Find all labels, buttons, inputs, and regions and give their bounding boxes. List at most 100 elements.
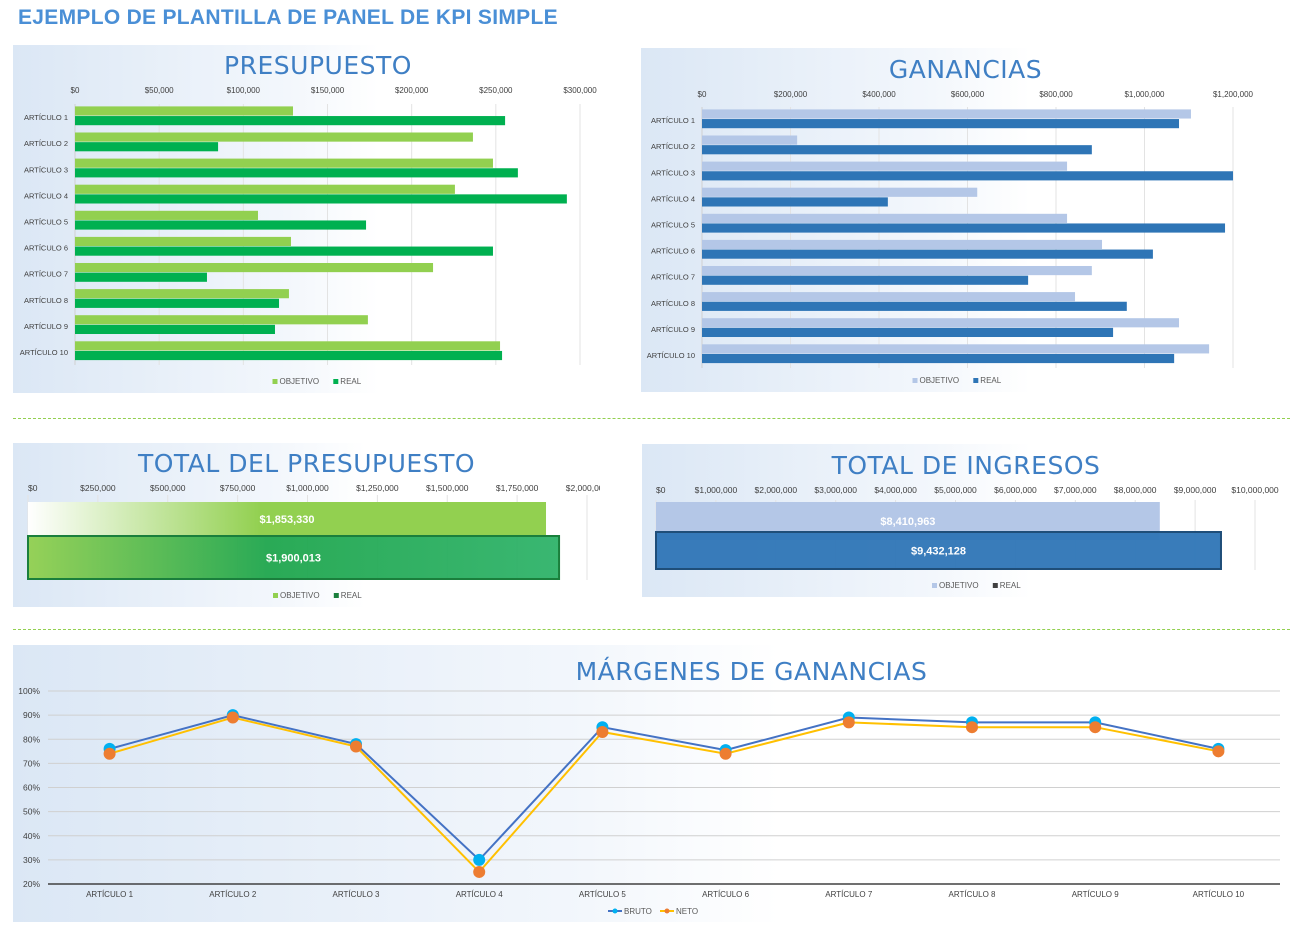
marker-neto [103,747,116,760]
marker-neto [226,711,239,724]
tick-label: $5,000,000 [934,485,977,495]
tick-label: $0 [71,86,80,95]
bar-real [75,220,367,230]
marker-neto [596,726,609,739]
bar-objetivo [75,132,473,142]
tick-label: $0 [656,485,666,495]
tick-label: $8,000,000 [1114,485,1157,495]
tick-label: $800,000 [1039,90,1073,99]
bar-objetivo [702,265,1092,276]
bar-real [702,275,1029,285]
tick-label: $1,500,000 [426,483,469,493]
tick-label: $250,000 [479,86,513,95]
tick-label: $10,000,000 [1231,485,1279,495]
legend-label: BRUTO [624,907,652,916]
chart-title: PRESUPUESTO [224,51,412,80]
category-label: ARTÍCULO 10 [647,351,695,360]
tick-label: $2,000,000 [566,483,600,493]
bar-objetivo [75,236,291,247]
chart-title: MÁRGENES DE GANANCIAS [575,657,928,686]
tick-label: $1,000,000 [695,485,738,495]
data-label: $8,410,963 [880,516,935,528]
category-label: ARTÍCULO 1 [24,113,68,122]
bar-objetivo [75,341,501,351]
margenes-chart: MÁRGENES DE GANANCIAS 100% 90% 80% 70% 60% 50… [13,645,1290,922]
legend-swatch [992,583,998,588]
category-label: ARTÍCULO 2 [651,142,695,151]
legend-swatch [932,583,937,588]
tick-label: 80% [23,734,40,744]
bar-objetivo [702,187,978,197]
tick-label: $750,000 [220,483,256,493]
line-neto [109,716,1219,874]
tick-label: 20% [23,879,40,889]
tick-label: $250,000 [80,483,116,493]
marker-neto [1089,721,1102,734]
tick-label: $200,000 [395,86,429,95]
category-label: ARTÍCULO 7 [651,273,695,282]
bar-real [702,197,888,207]
category-label: ARTÍCULO 8 [949,890,997,899]
category-label: ARTÍCULO 4 [456,890,504,899]
data-label: $1,900,013 [266,553,321,565]
tick-label: $400,000 [862,90,896,99]
bar-objetivo [702,344,1210,354]
tick-label: $1,250,000 [356,483,399,493]
category-label: ARTÍCULO 10 [20,348,68,357]
tick-label: 30% [23,855,40,865]
category-label: ARTÍCULO 2 [209,890,257,899]
section-divider [13,629,1290,630]
bar-real [702,223,1226,233]
category-label: ARTÍCULO 8 [651,299,695,308]
bar-objetivo [702,239,1103,250]
bar-real [75,116,506,126]
section-divider [13,418,1290,419]
category-label: ARTÍCULO 5 [651,220,695,229]
bar-objetivo [702,161,1068,171]
bar-real [75,324,275,335]
bar-objetivo [75,315,368,325]
marker-neto [350,740,362,753]
category-label: ARTÍCULO 3 [333,890,381,899]
legend-swatch [912,378,918,383]
marker-neto [473,865,486,878]
legend-swatch [272,379,278,384]
ganancias-chart: GANANCIAS $0 $200,000 $400,000 $600,000 $800… [641,48,1290,392]
bar-objetivo [28,502,547,536]
legend-label: OBJETIVO [920,376,960,385]
category-label: ARTÍCULO 5 [24,217,68,226]
data-label: $9,432,128 [911,546,966,558]
bar-real [655,531,1222,570]
tick-label: $50,000 [145,86,174,95]
tick-label: $3,000,000 [814,485,857,495]
category-label: ARTÍCULO 9 [1072,890,1120,899]
category-label: ARTÍCULO 6 [24,244,68,253]
legend-label: NETO [676,907,698,916]
bar-objetivo [702,292,1076,302]
tick-label: $1,000,000 [286,483,329,493]
legend-label: REAL [980,376,1001,385]
category-label: ARTÍCULO 7 [825,890,873,899]
tick-label: 50% [23,807,40,817]
tick-label: $600,000 [951,90,985,99]
bar-real [702,327,1114,338]
legend-label: REAL [340,377,361,386]
bar-objetivo [75,184,455,194]
marker-neto [842,716,855,729]
total-ingresos-chart: TOTAL DE INGRESOS $0 $1,000,000 $2,000,000… [642,444,1290,597]
tick-label: $9,000,000 [1174,485,1217,495]
category-label: ARTÍCULO 10 [1193,890,1245,899]
marker-neto [719,747,732,760]
marker-bruto [473,853,486,866]
data-label: $1,853,330 [259,514,314,526]
category-label: ARTÍCULO 9 [24,322,68,331]
tick-label: $6,000,000 [994,485,1037,495]
category-label: ARTÍCULO 8 [24,296,68,305]
tick-label: $0 [698,90,707,99]
tick-label: $2,000,000 [755,485,798,495]
tick-label: $200,000 [774,90,808,99]
bar-objetivo [75,262,434,273]
bar-real [75,142,219,152]
category-label: ARTÍCULO 5 [579,890,627,899]
category-label: ARTÍCULO 9 [651,325,695,334]
